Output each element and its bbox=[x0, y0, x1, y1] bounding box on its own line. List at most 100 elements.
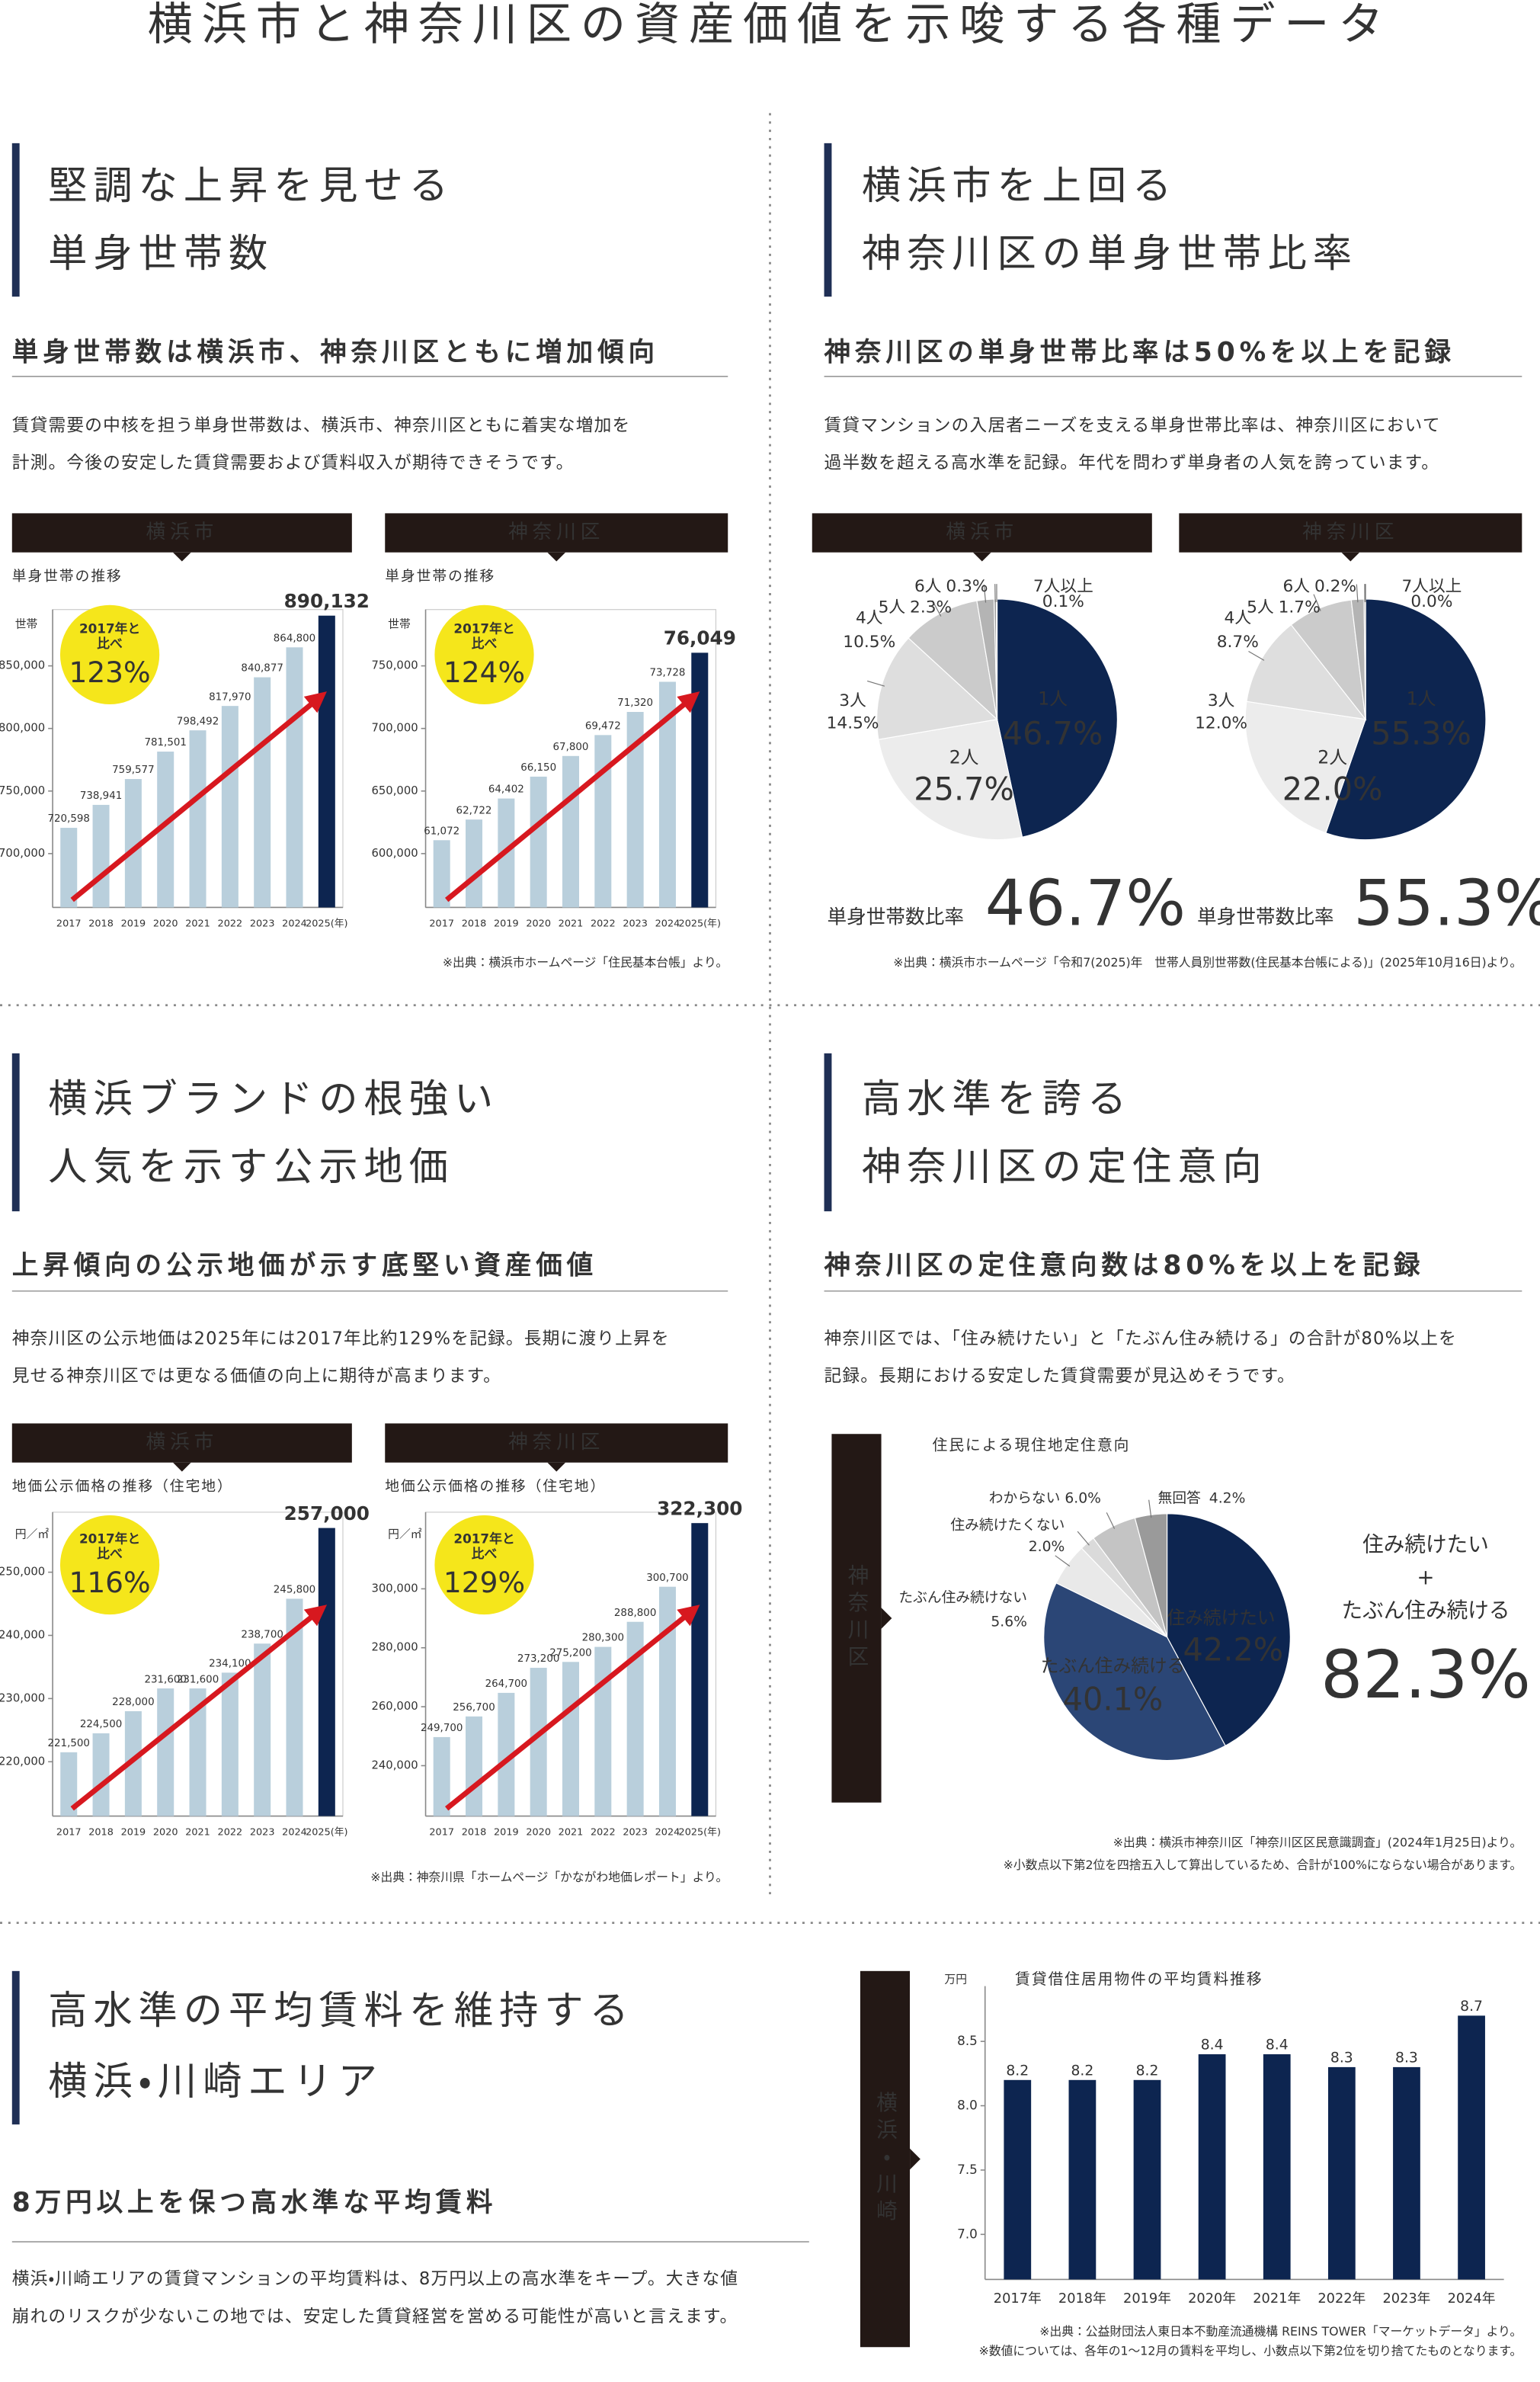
value-label: 275,200 bbox=[549, 1647, 591, 1659]
slice-name: 無回答 bbox=[1158, 1491, 1201, 1507]
x-tick-label: 2024 bbox=[282, 918, 307, 930]
slice-name: 1人 bbox=[1407, 688, 1436, 710]
summary-line: + bbox=[1417, 1565, 1434, 1590]
y-tick-label: 250,000 bbox=[0, 1566, 45, 1579]
value-label: 781,501 bbox=[144, 737, 186, 749]
page-title: 横浜市と神奈川区の資産価値を示唆する各種データ bbox=[148, 0, 1393, 50]
panel-header bbox=[11, 1423, 352, 1463]
side-panel bbox=[860, 1970, 911, 2348]
x-tick-label: 2021年 bbox=[1253, 2291, 1301, 2307]
pie-slice bbox=[1244, 700, 1366, 834]
summary-line: たぶん住み続ける bbox=[1341, 1598, 1510, 1623]
value-label: 66,150 bbox=[520, 762, 556, 774]
bar bbox=[530, 1668, 547, 1816]
slice-value: 0.3% bbox=[946, 577, 988, 596]
value-label: 817,970 bbox=[209, 691, 251, 703]
badge-value: 124% bbox=[443, 656, 525, 689]
value-label: 8.2 bbox=[1071, 2063, 1094, 2079]
chart-title: 単身世帯の推移 bbox=[385, 569, 495, 585]
value-label: 864,800 bbox=[274, 633, 315, 644]
slice-value: 0.1% bbox=[1042, 592, 1084, 611]
x-tick-label: 2017 bbox=[429, 1827, 454, 1839]
slice-name: 2人 bbox=[1317, 747, 1347, 768]
slice-value: 6.0% bbox=[1065, 1491, 1101, 1507]
x-tick-label: 2019年 bbox=[1123, 2291, 1171, 2307]
x-tick-label: 2025(年) bbox=[306, 918, 347, 930]
leader-line bbox=[1313, 594, 1321, 611]
bar bbox=[124, 779, 142, 908]
y-tick-label: 7.0 bbox=[957, 2226, 978, 2241]
x-tick-label: 2021 bbox=[185, 918, 210, 930]
slice-value: 46.7% bbox=[1003, 715, 1103, 752]
y-tick-label: 7.5 bbox=[957, 2162, 978, 2177]
y-tick-label: 850,000 bbox=[0, 659, 45, 672]
x-tick-label: 2020 bbox=[153, 1827, 178, 1839]
value-label: 224,500 bbox=[80, 1719, 122, 1730]
source-note: ※出典：横浜市ホームページ「令和7(2025)年 世帯人員別世帯数(住民基本台帳… bbox=[893, 955, 1522, 970]
value-label: 738,941 bbox=[80, 790, 122, 802]
panel-header bbox=[812, 513, 1152, 553]
value-label: 8.3 bbox=[1330, 2050, 1353, 2066]
panel-pointer bbox=[910, 2148, 920, 2170]
panel-title: 横浜市 bbox=[146, 1431, 218, 1454]
x-tick-label: 2020 bbox=[526, 918, 551, 930]
slice-name: 5人 bbox=[879, 598, 906, 617]
panel-pointer bbox=[547, 552, 566, 562]
slice-name: わからない bbox=[989, 1491, 1061, 1507]
section-body: 賃貸マンションの入居者ニーズを支える単身世帯比率は、神奈川区において bbox=[824, 415, 1441, 435]
bar bbox=[1198, 2054, 1226, 2280]
badge bbox=[59, 604, 160, 705]
x-tick-label: 2021 bbox=[185, 1827, 210, 1839]
section-heading: 横浜・川崎エリア bbox=[48, 2059, 383, 2105]
chart-title: 地価公示価格の推移（住宅地） bbox=[385, 1479, 606, 1495]
value-label: 228,000 bbox=[112, 1697, 154, 1708]
leader-line bbox=[1356, 584, 1359, 603]
section-body: 過半数を超える高水準を記録。年代を問わず単身者の人気を誇っています。 bbox=[824, 454, 1440, 473]
panel-header bbox=[385, 1423, 728, 1463]
x-tick-label: 2018 bbox=[462, 1827, 487, 1839]
badge bbox=[434, 1515, 534, 1615]
section-subheading: 神奈川区の定住意向数は80%を以上を記録 bbox=[824, 1251, 1425, 1281]
slice-name: 7人以上 bbox=[1401, 577, 1462, 596]
bar bbox=[691, 1523, 709, 1816]
leader-line bbox=[1248, 650, 1265, 661]
bar bbox=[658, 681, 676, 908]
slice-name: 3人 bbox=[839, 691, 866, 710]
bar bbox=[157, 1688, 174, 1816]
bar bbox=[60, 1752, 78, 1816]
section-heading: 横浜市を上回る bbox=[862, 163, 1177, 209]
bar bbox=[1458, 2015, 1485, 2280]
value-label: 273,200 bbox=[517, 1653, 559, 1665]
y-tick-label: 650,000 bbox=[371, 784, 418, 797]
bar bbox=[221, 1672, 239, 1816]
section-body: 計測。今後の安定した賃貸需要および賃料収入が期待できそうです。 bbox=[12, 454, 575, 473]
pie-slice bbox=[996, 598, 1118, 838]
panel-pointer bbox=[547, 1462, 566, 1472]
bar bbox=[318, 1528, 335, 1816]
bar bbox=[189, 730, 207, 908]
value-label: 8.3 bbox=[1395, 2050, 1418, 2066]
x-tick-label: 2024 bbox=[655, 918, 680, 930]
panel-header bbox=[385, 513, 728, 553]
heading-bar bbox=[11, 1053, 20, 1212]
y-tick-label: 260,000 bbox=[371, 1700, 418, 1713]
source-note: ※小数点以下第2位を四捨五入して算出しているため、合計が100%にならない場合が… bbox=[1004, 1858, 1522, 1872]
summary-value: 82.3% bbox=[1321, 1637, 1531, 1714]
bar bbox=[1327, 2066, 1356, 2280]
value-label: 300,700 bbox=[646, 1573, 688, 1584]
trend-arrow bbox=[70, 691, 327, 902]
value-label: 257,000 bbox=[284, 1502, 370, 1524]
source-note: ※数値については、各年の1～12月の賃料を平均し、小数点以下第2位を切り捨てたも… bbox=[979, 2344, 1522, 2358]
section-heading: 横浜ブランドの根強い bbox=[48, 1076, 499, 1122]
slice-value: 1.7% bbox=[1279, 598, 1321, 617]
section-body: 神奈川区では、「住み続けたい」と「たぶん住み続ける」の合計が80%以上を bbox=[824, 1329, 1457, 1348]
x-tick-label: 2023年 bbox=[1382, 2291, 1430, 2307]
slice-value: 0.2% bbox=[1314, 577, 1356, 596]
section-subheading: 上昇傾向の公示地価が示す底堅い資産価値 bbox=[12, 1251, 597, 1281]
axis-unit: 世帯 bbox=[388, 617, 411, 630]
leader-line bbox=[1106, 1512, 1116, 1529]
trend-arrow bbox=[70, 1605, 328, 1811]
axis-unit: 円／㎡ bbox=[388, 1528, 422, 1540]
leader-line bbox=[866, 680, 885, 687]
